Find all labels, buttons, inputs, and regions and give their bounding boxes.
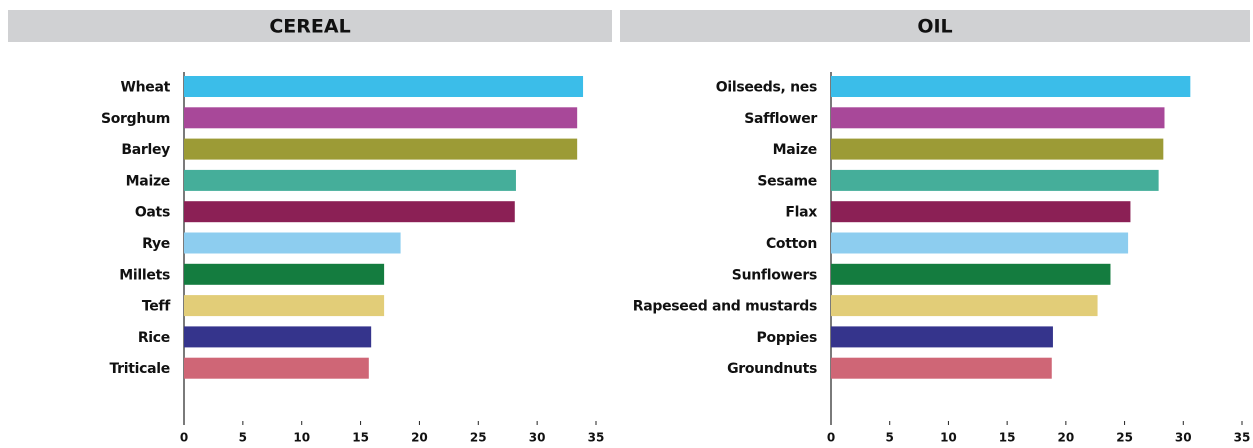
bar [184,232,401,254]
header-bar [620,10,1250,42]
bar [831,169,1159,191]
category-label: Millets [119,267,170,283]
bar [184,295,385,317]
x-tick-label: 25 [1116,431,1133,445]
bar [184,76,584,97]
category-label: Sunflowers [732,267,817,283]
category-label: Barley [121,142,170,158]
bar [831,263,1111,285]
category-label: Flax [785,205,817,221]
x-tick-label: 35 [588,431,605,445]
bar [184,263,385,285]
x-tick-label: 30 [529,431,546,445]
category-label: Safflower [744,111,817,127]
x-tick-label: 15 [352,431,369,445]
bar [831,76,1191,97]
bar [831,357,1052,379]
category-label: Triticale [109,361,170,377]
bar [184,201,515,223]
bar [184,326,372,348]
category-label: Groundnuts [727,361,817,377]
category-label: Oats [135,205,170,221]
bar [831,107,1165,129]
x-tick-label: 10 [293,431,310,445]
category-label: Sesame [757,173,817,189]
category-label: Poppies [757,330,817,346]
bar [184,138,578,160]
chart-title: OIL [917,16,952,38]
category-label: Cotton [766,236,817,252]
bar [831,295,1098,317]
x-tick-label: 0 [180,431,188,445]
category-label: Wheat [120,80,170,96]
x-tick-label: 30 [1175,431,1192,445]
bar [831,138,1164,160]
header-bar [8,10,612,42]
chart-title: CEREAL [269,16,350,38]
category-label: Rice [138,330,170,346]
x-tick-label: 15 [999,431,1016,445]
category-label: Maize [773,142,817,158]
bar [184,357,369,379]
x-tick-label: 35 [1234,431,1251,445]
bar [831,232,1129,254]
x-tick-label: 5 [886,431,894,445]
x-tick-label: 5 [239,431,247,445]
bar [831,201,1131,223]
category-label: Oilseeds, nes [716,80,817,96]
bar [831,326,1053,348]
x-tick-label: 20 [411,431,428,445]
x-tick-label: 25 [470,431,487,445]
category-label: Teff [142,299,171,315]
bar [184,169,516,191]
category-label: Maize [126,173,170,189]
x-tick-label: 20 [1058,431,1075,445]
category-label: Rye [142,236,170,252]
x-tick-label: 10 [940,431,957,445]
category-label: Sorghum [101,111,170,127]
category-label: Rapeseed and mustards [633,299,817,315]
x-tick-label: 0 [827,431,835,445]
bar [184,107,578,129]
